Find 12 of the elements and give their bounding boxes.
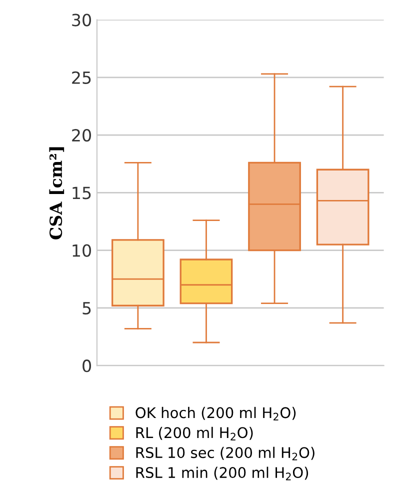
y-tick-label: 20 (72, 128, 91, 142)
legend-label: RSL 1 min (200 ml H$_{2}$O) (136, 466, 308, 480)
y-tick-label: 5 (82, 302, 91, 314)
y-tick-label: 30 (72, 14, 91, 26)
y-tick-label: 0 (82, 360, 91, 372)
y-tick-label: 10 (72, 244, 91, 257)
y-tick-label: 25 (72, 71, 91, 84)
y-axis-title: CSA [cm²] (49, 147, 64, 240)
legend-label: OK hoch (200 ml H$_{2}$O) (136, 406, 296, 420)
y-tick-label: 15 (72, 186, 91, 200)
legend-label: RSL 10 sec (200 ml H$_{2}$O) (136, 446, 314, 460)
legend-label: RL (200 ml H$_{2}$O) (136, 426, 253, 440)
